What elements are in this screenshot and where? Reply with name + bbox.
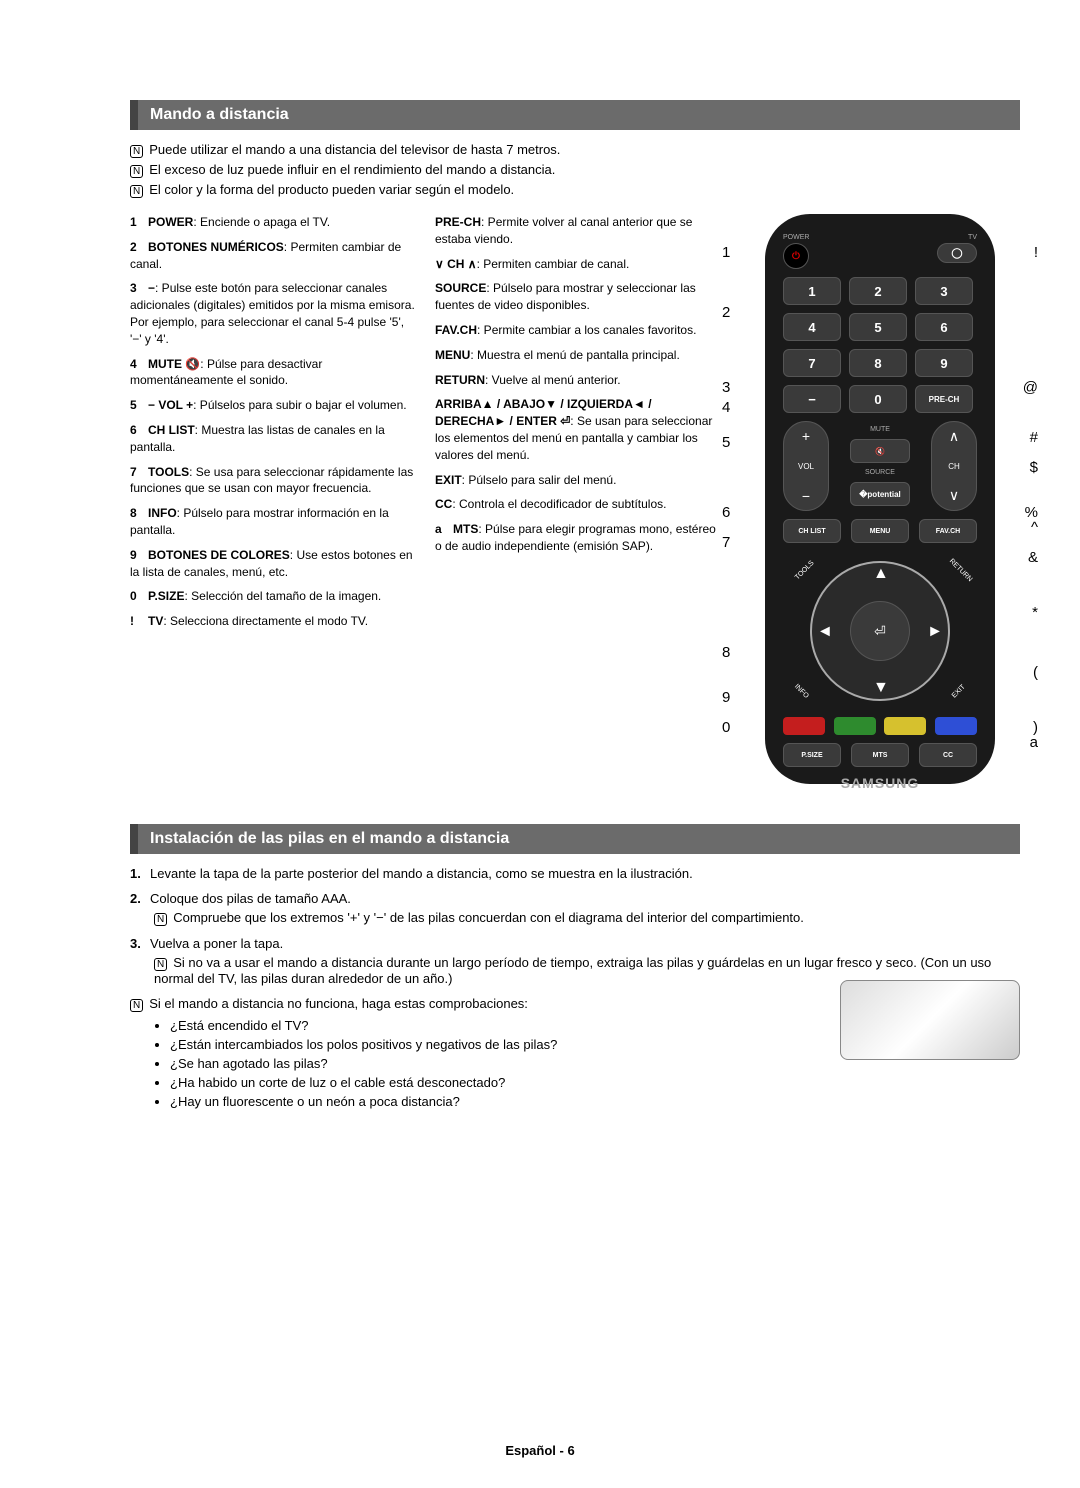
dpad: ⏎ ▲ ▼ ◄ ► TOOLS RETURN INFO EXIT bbox=[785, 551, 975, 711]
num-7: 7 bbox=[783, 349, 841, 377]
callout: ! bbox=[1034, 244, 1038, 261]
num-9: 9 bbox=[915, 349, 973, 377]
intro-line: El exceso de luz puede influir en el ren… bbox=[149, 162, 555, 177]
power-label: POWER bbox=[783, 234, 809, 241]
intro-line: El color y la forma del producto pueden … bbox=[149, 182, 514, 197]
red-button bbox=[783, 717, 825, 735]
battery-illustration bbox=[840, 980, 1020, 1060]
cc-button: CC bbox=[919, 743, 977, 767]
num-8: 8 bbox=[849, 349, 907, 377]
callout: 4 bbox=[722, 399, 730, 416]
callout: 8 bbox=[722, 644, 730, 661]
exit-label: EXIT bbox=[951, 684, 967, 700]
desc-col-left: 1POWER: Enciende o apaga el TV. 2BOTONES… bbox=[130, 214, 415, 784]
remote-illustration: 1 2 3 4 5 6 7 8 9 0 ! @ # $ % ^ & * ( ) … bbox=[740, 214, 1020, 784]
page-footer: Español - 6 bbox=[505, 1443, 574, 1458]
section-title-install: Instalación de las pilas en el mando a d… bbox=[130, 824, 1020, 854]
ch-rocker: ∧CH∨ bbox=[931, 421, 977, 511]
callout: ^ bbox=[1031, 519, 1038, 536]
callout: 1 bbox=[722, 244, 730, 261]
callout: * bbox=[1032, 604, 1038, 621]
callout: ( bbox=[1033, 664, 1038, 681]
num-4: 4 bbox=[783, 313, 841, 341]
green-button bbox=[834, 717, 876, 735]
samsung-logo: SAMSUNG bbox=[783, 775, 977, 791]
psize-button: P.SIZE bbox=[783, 743, 841, 767]
callout: $ bbox=[1030, 459, 1038, 476]
info-label: INFO bbox=[793, 683, 810, 700]
dash-button: − bbox=[783, 385, 841, 413]
desc-col-right: PRE-CH: Permite volver al canal anterior… bbox=[435, 214, 720, 784]
mute-label: MUTE bbox=[870, 426, 890, 433]
favch-button: FAV.CH bbox=[919, 519, 977, 543]
source-label: SOURCE bbox=[865, 469, 895, 476]
callout: 2 bbox=[722, 304, 730, 321]
callout: a bbox=[1030, 734, 1038, 751]
callout: 6 bbox=[722, 504, 730, 521]
callout: 7 bbox=[722, 534, 730, 551]
num-1: 1 bbox=[783, 277, 841, 305]
prech-button: PRE-CH bbox=[915, 385, 973, 413]
tv-label: TV bbox=[968, 234, 977, 241]
power-button: ⏻ bbox=[783, 243, 809, 269]
callout: @ bbox=[1023, 379, 1038, 396]
source-button: �potential bbox=[850, 482, 910, 506]
callout: 3 bbox=[722, 379, 730, 396]
vol-rocker: +VOL− bbox=[783, 421, 829, 511]
color-buttons bbox=[783, 717, 977, 735]
num-2: 2 bbox=[849, 277, 907, 305]
note-icon: N bbox=[130, 145, 143, 158]
note-icon: N bbox=[130, 185, 143, 198]
install-steps: 1.Levante la tapa de la parte posterior … bbox=[130, 866, 1020, 986]
menu-button: MENU bbox=[851, 519, 909, 543]
num-0: 0 bbox=[849, 385, 907, 413]
section-title-remote: Mando a distancia bbox=[130, 100, 1020, 130]
num-3: 3 bbox=[915, 277, 973, 305]
note-icon: N bbox=[130, 165, 143, 178]
check-intro: Si el mando a distancia no funciona, hag… bbox=[149, 996, 528, 1011]
callout: 0 bbox=[722, 719, 730, 736]
callout: & bbox=[1028, 549, 1038, 566]
num-5: 5 bbox=[849, 313, 907, 341]
tools-label: TOOLS bbox=[794, 560, 816, 582]
callout: 5 bbox=[722, 434, 730, 451]
blue-button bbox=[935, 717, 977, 735]
mute-button: 🔇 bbox=[850, 439, 910, 463]
num-6: 6 bbox=[915, 313, 973, 341]
tv-button: ◯ bbox=[937, 243, 977, 263]
mts-button: MTS bbox=[851, 743, 909, 767]
return-label: RETURN bbox=[948, 558, 974, 584]
intro-notes: N Puede utilizar el mando a una distancia… bbox=[130, 142, 1020, 198]
note-icon: N bbox=[130, 999, 143, 1012]
intro-line: Puede utilizar el mando a una distancia … bbox=[149, 142, 560, 157]
chlist-button: CH LIST bbox=[783, 519, 841, 543]
callout: # bbox=[1030, 429, 1038, 446]
callout: 9 bbox=[722, 689, 730, 706]
yellow-button bbox=[884, 717, 926, 735]
enter-button: ⏎ bbox=[850, 601, 910, 661]
